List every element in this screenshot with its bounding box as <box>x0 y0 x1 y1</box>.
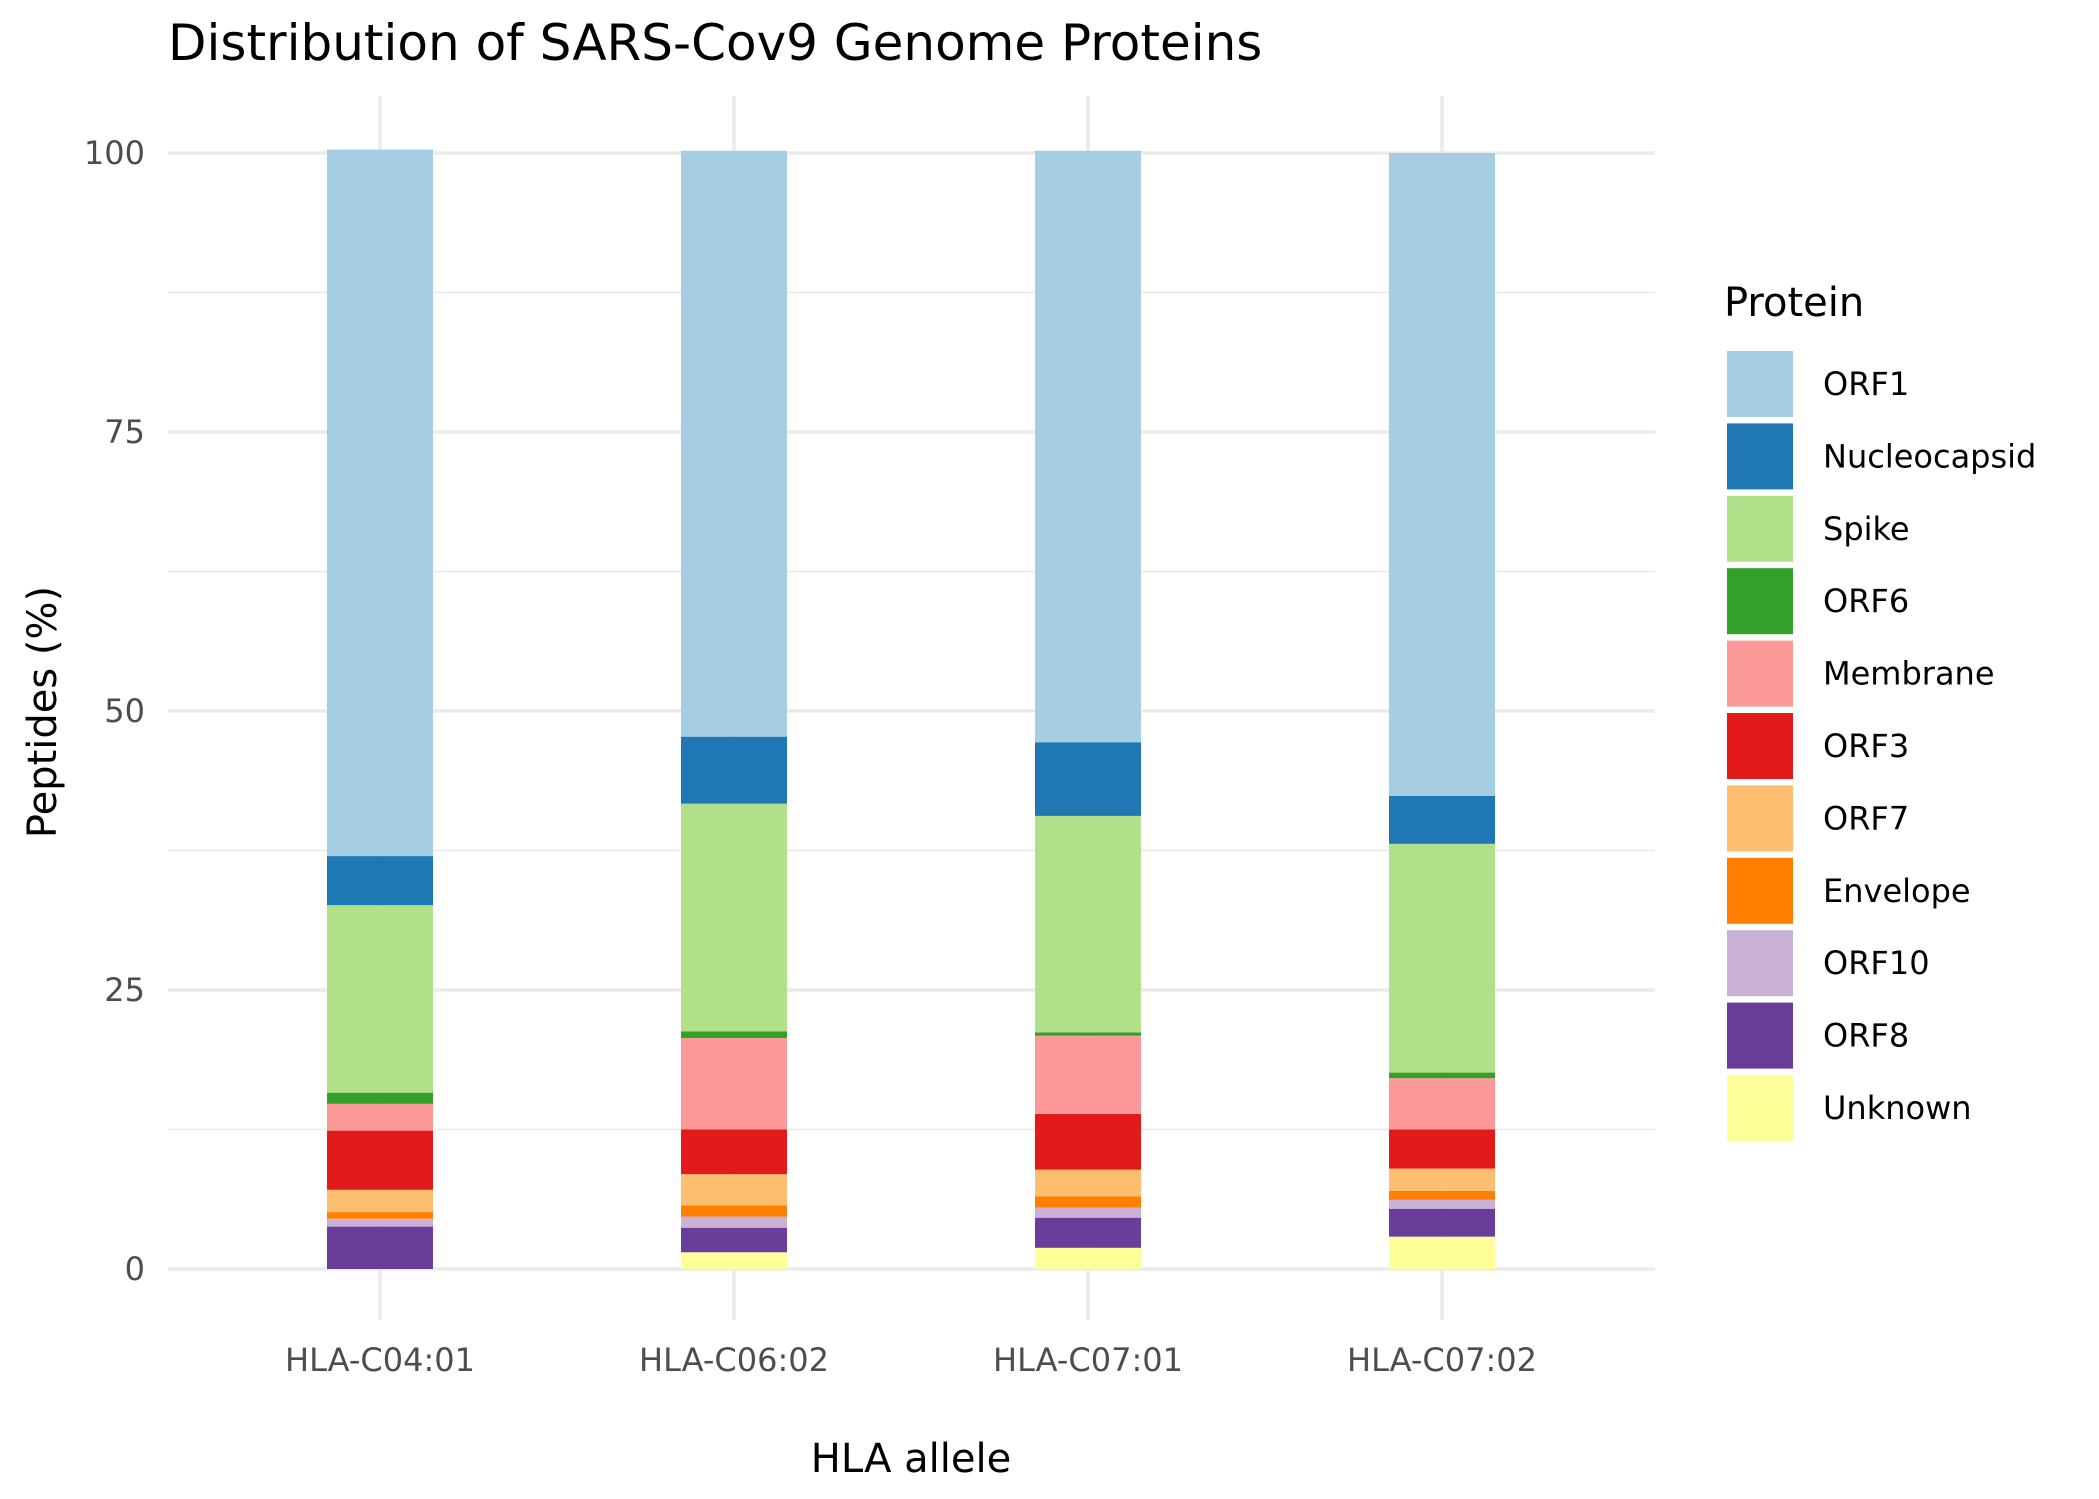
x-tick-label: HLA-C07:01 <box>993 1341 1183 1379</box>
legend-label-unknown: Unknown <box>1823 1089 1972 1127</box>
legend-label-orf1: ORF1 <box>1823 365 1909 403</box>
bar-segment-hla-c07-02-orf7 <box>1389 1168 1495 1191</box>
bar-segment-hla-c07-02-unknown <box>1389 1236 1495 1269</box>
bar-segment-hla-c07-02-orf1 <box>1389 153 1495 796</box>
bar-segment-hla-c07-01-envelope <box>1035 1196 1141 1208</box>
bar-segment-hla-c07-01-orf3 <box>1035 1113 1141 1170</box>
bar-segment-hla-c04-01-envelope <box>327 1212 433 1219</box>
bar-segment-hla-c06-02-envelope <box>681 1205 787 1217</box>
bar-segment-hla-c07-02-nucleocapsid <box>1389 795 1495 844</box>
bar-segment-hla-c06-02-orf7 <box>681 1174 787 1206</box>
bars <box>327 149 1495 1269</box>
bar-segment-hla-c07-02-orf6 <box>1389 1072 1495 1079</box>
bar-segment-hla-c07-01-nucleocapsid <box>1035 742 1141 816</box>
bar-segment-hla-c06-02-nucleocapsid <box>681 736 787 804</box>
bar-segment-hla-c07-02-orf10 <box>1389 1199 1495 1209</box>
bar-segment-hla-c06-02-membrane <box>681 1037 787 1130</box>
bar-segment-hla-c06-02-unknown <box>681 1252 787 1269</box>
bar-segment-hla-c06-02-orf1 <box>681 150 787 737</box>
bar-segment-hla-c04-01-orf6 <box>327 1092 433 1104</box>
y-axis-ticks: 0 25 50 75 100 <box>84 134 145 1288</box>
legend-label-orf8: ORF8 <box>1823 1017 1909 1055</box>
legend-title: Protein <box>1724 280 1864 326</box>
bar-segment-hla-c07-02-orf8 <box>1389 1208 1495 1237</box>
bar-segment-hla-c04-01-orf7 <box>327 1189 433 1213</box>
y-tick-label: 25 <box>104 971 145 1009</box>
y-tick-label: 100 <box>84 134 145 172</box>
legend-key-spike <box>1727 495 1793 562</box>
legend-key-orf3 <box>1727 713 1793 779</box>
legend-label-envelope: Envelope <box>1823 872 1971 910</box>
bar-segment-hla-c06-02-orf3 <box>681 1129 787 1175</box>
bar-segment-hla-c07-01-unknown <box>1035 1247 1141 1269</box>
bar-segment-hla-c04-01-membrane <box>327 1103 433 1131</box>
bar-segment-hla-c07-02-orf3 <box>1389 1129 1495 1169</box>
y-tick-label: 75 <box>104 413 145 451</box>
x-tick-label: HLA-C06:02 <box>639 1341 829 1379</box>
bar-segment-hla-c07-02-spike <box>1389 843 1495 1073</box>
legend-label-nucleocapsid: Nucleocapsid <box>1823 437 2036 475</box>
y-tick-label: 50 <box>104 692 145 730</box>
bar-segment-hla-c06-02-orf10 <box>681 1216 787 1228</box>
bar-segment-hla-c07-01-orf6 <box>1035 1032 1141 1036</box>
legend-key-envelope <box>1727 857 1793 924</box>
bar-segment-hla-c07-01-spike <box>1035 815 1141 1033</box>
legend-label-orf7: ORF7 <box>1823 799 1909 837</box>
bar-segment-hla-c07-01-orf10 <box>1035 1207 1141 1218</box>
legend-key-membrane <box>1727 640 1793 707</box>
bar-segment-hla-c04-01-orf3 <box>327 1130 433 1190</box>
legend-label-membrane: Membrane <box>1823 655 1995 693</box>
bar-segment-hla-c06-02-orf8 <box>681 1227 787 1253</box>
bar-segment-hla-c06-02-orf6 <box>681 1031 787 1038</box>
bar-segment-hla-c07-01-membrane <box>1035 1035 1141 1114</box>
legend-label-orf3: ORF3 <box>1823 727 1909 765</box>
y-tick-label: 0 <box>125 1250 145 1288</box>
bar-segment-hla-c04-01-nucleocapsid <box>327 856 433 906</box>
legend-label-spike: Spike <box>1823 510 1910 548</box>
legend-key-nucleocapsid <box>1727 423 1793 490</box>
bar-segment-hla-c04-01-orf10 <box>327 1218 433 1227</box>
bar-segment-hla-c04-01-spike <box>327 905 433 1093</box>
x-tick-label: HLA-C04:01 <box>285 1341 475 1379</box>
legend-key-orf6 <box>1727 568 1793 635</box>
legend-key-orf1 <box>1727 351 1793 417</box>
x-axis-ticks: HLA-C04:01 HLA-C06:02 HLA-C07:01 HLA-C07:02 <box>285 1341 1537 1379</box>
bar-segment-hla-c07-02-envelope <box>1389 1190 1495 1200</box>
y-axis-title: Peptides (%) <box>20 586 66 838</box>
bar-segment-hla-c07-01-orf7 <box>1035 1169 1141 1197</box>
legend-label-orf6: ORF6 <box>1823 582 1909 620</box>
legend: Protein ORF1 Nucleocapsid Spike ORF6 Membran… <box>1724 280 2036 1141</box>
legend-key-orf7 <box>1727 785 1793 852</box>
x-axis-title: HLA allele <box>811 1436 1011 1482</box>
legend-label-orf10: ORF10 <box>1823 944 1930 982</box>
bar-segment-hla-c04-01-orf1 <box>327 149 433 857</box>
bar-segment-hla-c07-02-membrane <box>1389 1078 1495 1130</box>
bar-segment-hla-c07-01-orf1 <box>1035 150 1141 743</box>
legend-key-unknown <box>1727 1075 1793 1141</box>
chart-title: Distribution of SARS-Cov9 Genome Protein… <box>168 14 1262 72</box>
bar-segment-hla-c04-01-orf8 <box>327 1226 433 1269</box>
legend-key-orf8 <box>1727 1002 1793 1069</box>
legend-key-orf10 <box>1727 930 1793 997</box>
bar-segment-hla-c07-01-orf8 <box>1035 1217 1141 1248</box>
bar-segment-hla-c06-02-spike <box>681 803 787 1032</box>
x-tick-label: HLA-C07:02 <box>1347 1341 1537 1379</box>
